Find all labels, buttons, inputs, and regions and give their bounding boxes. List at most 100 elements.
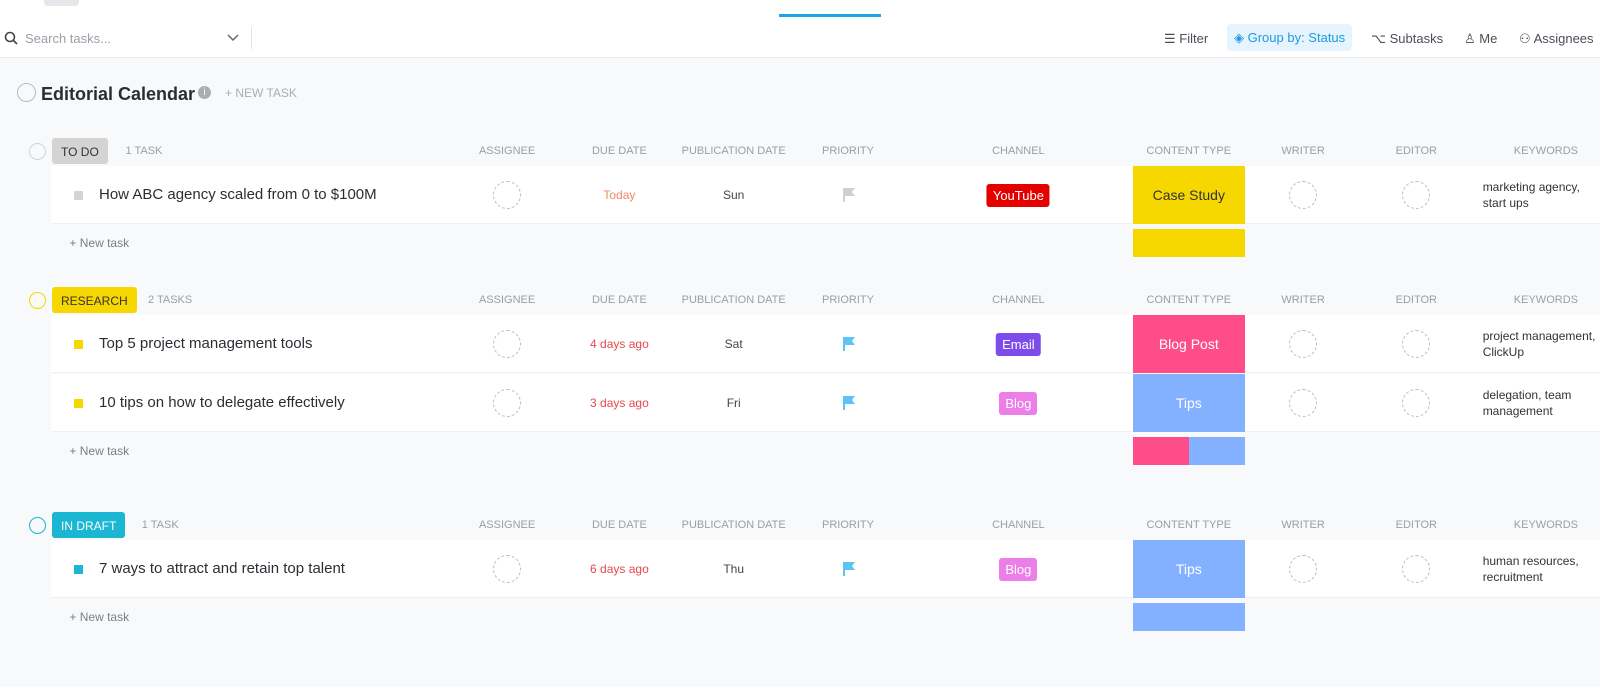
search-icon [4,31,18,45]
flag-icon [842,337,855,351]
column-header: KEYWORDS [1513,519,1578,531]
task-row[interactable] [51,166,1600,224]
avatar-placeholder[interactable] [1288,181,1317,209]
column-header: CHANNEL [992,145,1045,157]
subtasks-button[interactable]: ⌥ Subtasks [1371,31,1444,46]
content-type-cell[interactable]: Blog Post [1132,315,1245,373]
status-square [73,191,83,200]
task-name[interactable]: Top 5 project management tools [99,335,313,352]
priority-flag[interactable] [842,561,856,577]
column-header: KEYWORDS [1513,294,1578,306]
avatar-placeholder[interactable] [1288,330,1317,358]
task-name[interactable]: How ABC agency scaled from 0 to $100M [99,186,377,203]
column-header: KEYWORDS [1513,145,1578,157]
priority-flag[interactable] [842,336,856,352]
status-pill: RESEARCH [52,287,137,313]
column-header: CHANNEL [992,519,1045,531]
column-header: WRITER [1281,145,1325,157]
due-date: 4 days ago [590,337,649,351]
group-toggle[interactable] [28,292,46,309]
priority-flag[interactable] [842,395,856,411]
flag-icon [842,562,855,576]
column-header: CONTENT TYPE [1146,519,1232,531]
subtasks-label: Subtasks [1389,31,1444,46]
column-header: DUE DATE [591,519,647,531]
column-header: DUE DATE [591,145,647,157]
search-input[interactable]: Search tasks... [25,31,111,46]
column-header: CONTENT TYPE [1146,145,1232,157]
due-date: 3 days ago [590,396,649,410]
column-header: CONTENT TYPE [1146,294,1232,306]
avatar-placeholder[interactable] [1288,389,1317,417]
add-task[interactable]: + New task [69,236,130,250]
content-type-summary [1132,437,1189,465]
tab[interactable] [44,0,79,6]
filter-label: Filter [1179,31,1209,46]
task-name[interactable]: 10 tips on how to delegate effectively [99,394,345,411]
filter-button[interactable]: ☰ Filter [1164,31,1209,46]
column-header: ASSIGNEE [478,294,536,306]
add-task[interactable]: + New task [69,444,130,458]
channel-badge[interactable]: Blog [999,558,1038,581]
column-header: DUE DATE [591,294,647,306]
add-task[interactable]: + New task [69,610,130,624]
priority-flag[interactable] [842,187,856,203]
column-header: PRIORITY [822,145,874,157]
content-type-summary [1132,603,1245,631]
avatar-placeholder[interactable] [1402,181,1430,209]
collapse-list[interactable] [17,83,36,102]
avatar-placeholder[interactable] [1402,330,1430,358]
assignees-button[interactable]: ⚇ Assignees [1519,31,1594,46]
task-name[interactable]: 7 ways to attract and retain top talent [99,560,345,577]
task-row[interactable] [51,540,1600,598]
me-button[interactable]: ♙ Me [1464,31,1498,46]
content-type-summary [1132,229,1245,257]
content-type-cell[interactable]: Case Study [1132,166,1245,224]
me-label: Me [1479,31,1498,46]
column-header: PRIORITY [822,519,874,531]
column-header: EDITOR [1395,519,1437,531]
due-date: 6 days ago [590,562,649,576]
publication-date: Thu [723,562,745,576]
group-by-button[interactable]: ◈ Group by: Status [1227,24,1353,51]
avatar-placeholder[interactable] [492,555,521,583]
column-header: EDITOR [1395,294,1437,306]
channel-badge[interactable]: YouTube [986,184,1050,207]
active-tab-indicator [779,14,881,17]
keywords: human resources, recruitment [1482,554,1579,584]
column-header: PUBLICATION DATE [681,145,786,157]
column-header: CHANNEL [992,294,1045,306]
toolbar [0,0,1600,58]
search-dropdown[interactable] [226,33,240,43]
flag-icon [842,396,855,410]
group-toggle[interactable] [28,143,46,160]
task-row[interactable] [51,374,1600,432]
publication-date: Fri [726,396,741,410]
keywords: delegation, team management [1482,388,1572,418]
keywords: project management, ClickUp [1482,329,1596,359]
avatar-placeholder[interactable] [1402,555,1430,583]
column-header: WRITER [1281,294,1325,306]
info-icon[interactable]: i [198,86,211,99]
content-type-cell[interactable]: Tips [1132,540,1245,598]
keywords: marketing agency, start ups [1482,180,1580,210]
status-square [73,340,83,349]
new-task-button[interactable]: + NEW TASK [225,86,297,100]
channel-badge[interactable]: Email [996,333,1041,356]
avatar-placeholder[interactable] [492,389,521,417]
channel-badge[interactable]: Blog [999,392,1038,415]
column-header: PUBLICATION DATE [681,294,786,306]
task-row[interactable] [51,315,1600,373]
status-square [73,565,83,574]
publication-date: Sun [723,188,745,202]
avatar-placeholder[interactable] [1402,389,1430,417]
content-type-cell[interactable]: Tips [1132,374,1245,432]
avatar-placeholder[interactable] [492,330,521,358]
avatar-placeholder[interactable] [1288,555,1317,583]
status-square [73,399,83,408]
avatar-placeholder[interactable] [492,181,521,209]
group-toggle[interactable] [28,517,46,534]
column-header: ASSIGNEE [478,519,536,531]
publication-date: Sat [724,337,743,351]
